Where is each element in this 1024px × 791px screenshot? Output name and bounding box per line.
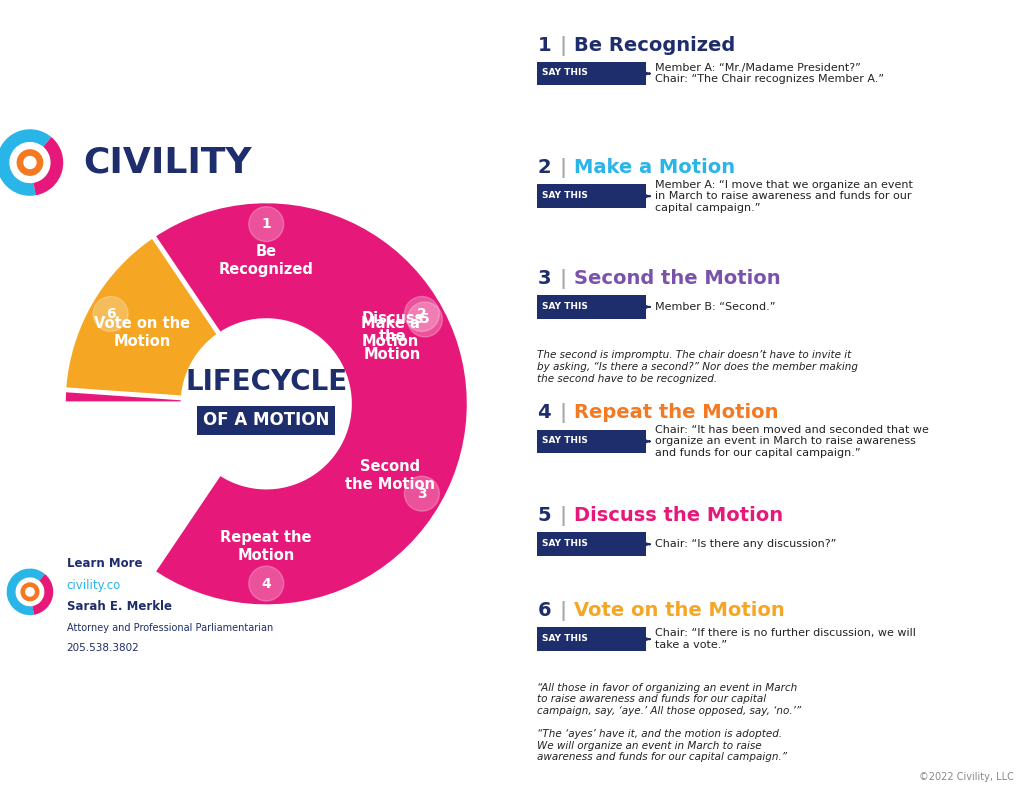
Text: Vote on the Motion: Vote on the Motion: [574, 601, 785, 620]
Circle shape: [24, 157, 36, 168]
FancyBboxPatch shape: [537, 184, 646, 208]
Text: SAY THIS: SAY THIS: [543, 539, 588, 548]
Text: Attorney and Professional Parliamentarian: Attorney and Professional Parliamentaria…: [67, 623, 272, 634]
Circle shape: [53, 191, 479, 617]
Text: Chair: “It has been moved and seconded that we
organize an event in March to rai: Chair: “It has been moved and seconded t…: [655, 425, 929, 458]
Text: |: |: [559, 158, 566, 178]
Text: Be
Recognized: Be Recognized: [219, 244, 313, 277]
Circle shape: [93, 297, 128, 331]
Text: 6: 6: [538, 601, 551, 620]
Text: “All those in favor of organizing an event in March
to raise awareness and funds: “All those in favor of organizing an eve…: [538, 683, 802, 763]
Text: SAY THIS: SAY THIS: [543, 634, 588, 643]
Wedge shape: [33, 574, 53, 615]
Circle shape: [189, 327, 343, 480]
Text: Chair: “If there is no further discussion, we will
take a vote.”: Chair: “If there is no further discussio…: [655, 628, 916, 650]
Text: Sarah E. Merkle: Sarah E. Merkle: [67, 600, 172, 613]
Text: 5: 5: [420, 312, 430, 327]
Text: 1: 1: [538, 36, 551, 55]
Text: 1: 1: [261, 217, 271, 231]
Text: Repeat the Motion: Repeat the Motion: [574, 403, 779, 422]
Text: Member A: “I move that we organize an event
in March to raise awareness and fund: Member A: “I move that we organize an ev…: [655, 180, 913, 213]
Text: Learn More: Learn More: [67, 557, 142, 570]
Text: 5: 5: [538, 506, 551, 525]
Text: Second the Motion: Second the Motion: [574, 269, 781, 288]
FancyBboxPatch shape: [537, 295, 646, 319]
Text: OF A MOTION: OF A MOTION: [203, 411, 330, 430]
Circle shape: [26, 588, 34, 596]
Circle shape: [17, 149, 43, 175]
Circle shape: [404, 476, 439, 511]
Text: Make a
Motion: Make a Motion: [360, 316, 420, 349]
Circle shape: [249, 566, 284, 601]
Text: Vote on the
Motion: Vote on the Motion: [94, 316, 190, 349]
FancyBboxPatch shape: [537, 532, 646, 556]
FancyBboxPatch shape: [537, 62, 646, 85]
Polygon shape: [312, 236, 469, 398]
Text: Discuss
the
Motion: Discuss the Motion: [361, 311, 424, 362]
Text: Chair: “Is there any discussion?”: Chair: “Is there any discussion?”: [655, 539, 837, 549]
Circle shape: [404, 297, 439, 331]
Text: LIFECYCLE: LIFECYCLE: [185, 368, 347, 396]
Text: 3: 3: [417, 486, 427, 501]
Text: SAY THIS: SAY THIS: [543, 301, 588, 311]
FancyBboxPatch shape: [537, 627, 646, 651]
Wedge shape: [7, 569, 45, 615]
Text: 4: 4: [261, 577, 271, 591]
Circle shape: [408, 302, 442, 337]
Polygon shape: [63, 236, 220, 398]
Text: civility.co: civility.co: [67, 579, 121, 592]
Text: SAY THIS: SAY THIS: [543, 68, 588, 78]
Text: 4: 4: [538, 403, 551, 422]
Text: 2: 2: [417, 307, 427, 321]
Text: The second is impromptu. The chair doesn’t have to invite it
by asking, “Is ther: The second is impromptu. The chair doesn…: [538, 350, 858, 384]
Text: CIVILITY: CIVILITY: [83, 146, 252, 180]
Text: |: |: [559, 601, 566, 621]
Polygon shape: [177, 479, 355, 607]
Text: Be Recognized: Be Recognized: [574, 36, 735, 55]
Text: SAY THIS: SAY THIS: [543, 191, 588, 200]
Text: 205.538.3802: 205.538.3802: [67, 643, 139, 653]
Text: |: |: [559, 269, 566, 289]
Text: 2: 2: [538, 158, 551, 177]
Text: Member B: “Second.”: Member B: “Second.”: [655, 302, 776, 312]
Text: 3: 3: [538, 269, 551, 288]
Wedge shape: [0, 129, 51, 196]
Text: |: |: [559, 506, 566, 526]
Text: Discuss the Motion: Discuss the Motion: [574, 506, 783, 525]
Text: Member A: “Mr./Madame President?”
Chair: “The Chair recognizes Member A.”: Member A: “Mr./Madame President?” Chair:…: [655, 62, 885, 85]
Text: Second
the Motion: Second the Motion: [345, 459, 435, 492]
Text: SAY THIS: SAY THIS: [543, 436, 588, 445]
Text: Repeat the
Motion: Repeat the Motion: [220, 531, 312, 563]
Text: ©2022 Civility, LLC: ©2022 Civility, LLC: [920, 771, 1014, 782]
Polygon shape: [63, 201, 469, 607]
Text: 6: 6: [105, 307, 116, 321]
Text: |: |: [559, 403, 566, 423]
Wedge shape: [34, 137, 63, 195]
Circle shape: [22, 583, 39, 600]
Text: Make a Motion: Make a Motion: [574, 158, 735, 177]
Polygon shape: [312, 410, 469, 572]
FancyBboxPatch shape: [537, 430, 646, 453]
Circle shape: [56, 191, 476, 611]
Polygon shape: [177, 201, 355, 329]
Circle shape: [249, 206, 284, 241]
Text: |: |: [559, 36, 566, 55]
